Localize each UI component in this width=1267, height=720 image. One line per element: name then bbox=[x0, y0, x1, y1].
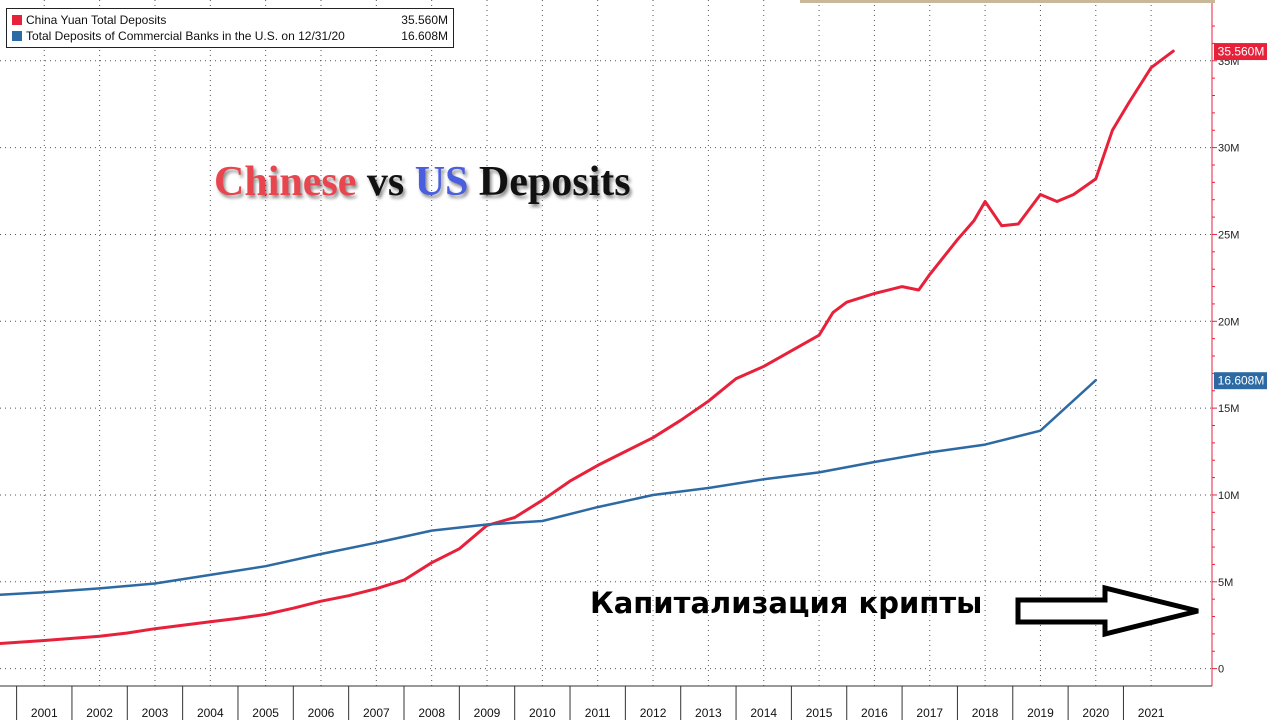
y-tick-label: 15M bbox=[1218, 403, 1239, 415]
last-value-text: 16.608M bbox=[1218, 374, 1265, 388]
right-arrow-icon bbox=[1015, 584, 1199, 638]
last-value-label-us: 16.608M bbox=[1214, 372, 1267, 390]
legend-value: 16.608M bbox=[401, 29, 448, 43]
x-tick-label: 2017 bbox=[916, 706, 943, 720]
last-value-label-china: 35.560M bbox=[1214, 43, 1267, 61]
x-tick-label: 2004 bbox=[197, 706, 224, 720]
x-tick-label: 2016 bbox=[861, 706, 888, 720]
x-tick-label: 2009 bbox=[474, 706, 501, 720]
x-tick-label: 2021 bbox=[1138, 706, 1165, 720]
x-tick-label: 2007 bbox=[363, 706, 390, 720]
x-tick-label: 2019 bbox=[1027, 706, 1054, 720]
legend-swatch-china bbox=[12, 15, 22, 25]
x-tick-label: 2001 bbox=[31, 706, 58, 720]
top-decorative-strip bbox=[800, 0, 1215, 3]
legend-label: Total Deposits of Commercial Banks in th… bbox=[26, 29, 345, 43]
y-tick-label: 30M bbox=[1218, 143, 1239, 155]
x-tick-label: 2008 bbox=[418, 706, 445, 720]
legend-item-china: China Yuan Total Deposits 35.560M bbox=[12, 12, 448, 28]
headline-vs: vs bbox=[356, 159, 415, 205]
x-tick-label: 2018 bbox=[972, 706, 999, 720]
headline-deposits: Deposits bbox=[468, 159, 631, 205]
last-value-box bbox=[1214, 372, 1267, 390]
series-line-china bbox=[0, 49, 1175, 645]
last-value-box bbox=[1214, 43, 1267, 61]
last-value-text: 35.560M bbox=[1218, 45, 1265, 59]
x-tick-label: 2012 bbox=[640, 706, 667, 720]
x-tick-label: 2014 bbox=[750, 706, 777, 720]
grid bbox=[0, 0, 1212, 686]
y-tick-label: 25M bbox=[1218, 229, 1239, 241]
y-tick-label: 5M bbox=[1218, 577, 1233, 589]
x-tick-label: 2011 bbox=[585, 706, 611, 720]
headline-us: US bbox=[414, 159, 469, 205]
x-tick-label: 2015 bbox=[806, 706, 833, 720]
legend: China Yuan Total Deposits 35.560M Total … bbox=[6, 8, 454, 48]
x-tick-label: 2005 bbox=[252, 706, 279, 720]
y-tick-label: 20M bbox=[1218, 316, 1239, 328]
series-lines bbox=[0, 49, 1175, 645]
legend-swatch-us bbox=[12, 31, 22, 41]
x-tick-label: 2013 bbox=[695, 706, 722, 720]
legend-label: China Yuan Total Deposits bbox=[26, 13, 167, 27]
x-tick-label: 2003 bbox=[142, 706, 169, 720]
x-tick-label: 2006 bbox=[308, 706, 335, 720]
x-tick-label: 2010 bbox=[529, 706, 556, 720]
x-tick-label: 2020 bbox=[1082, 706, 1109, 720]
headline-chinese: Chinese bbox=[214, 159, 357, 205]
y-tick-label: 10M bbox=[1218, 490, 1239, 502]
legend-item-us: Total Deposits of Commercial Banks in th… bbox=[12, 28, 448, 44]
x-tick-label: 2002 bbox=[86, 706, 113, 720]
legend-value: 35.560M bbox=[401, 13, 448, 27]
chart-headline: Chinese vs US Deposits bbox=[214, 158, 631, 206]
annotation-text: Капитализация крипты bbox=[590, 586, 983, 620]
series-line-us bbox=[0, 378, 1098, 597]
last-value-labels: 35.560M 16.608M bbox=[1214, 43, 1267, 390]
y-tick-label: 0 bbox=[1218, 664, 1224, 676]
